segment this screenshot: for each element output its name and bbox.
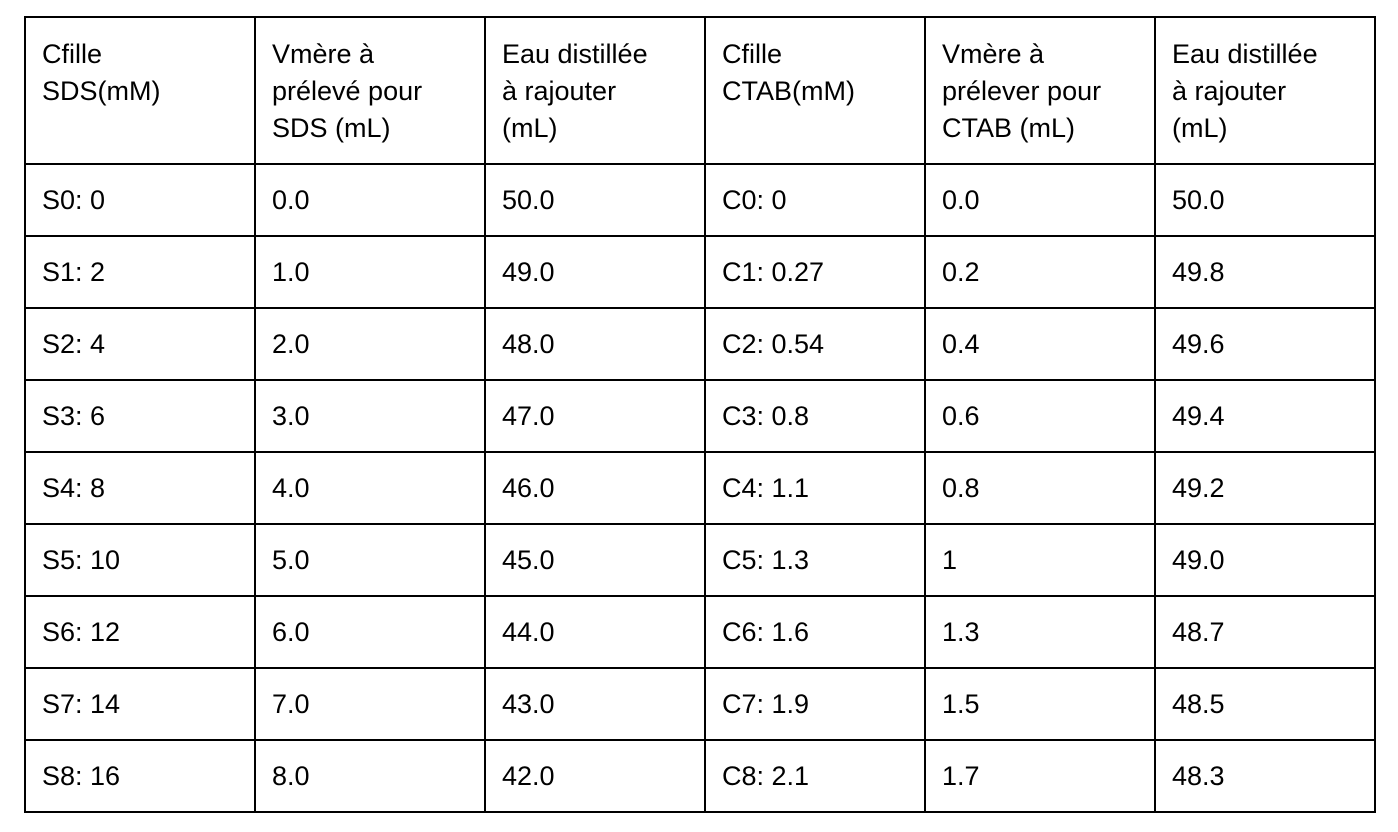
table-cell: 49.6 bbox=[1154, 307, 1376, 381]
header-cell: Vmère à prélevé pour SDS (mL) bbox=[254, 16, 486, 165]
header-line: CTAB(mM) bbox=[722, 76, 855, 106]
table-cell: S5: 10 bbox=[24, 523, 256, 597]
table-cell: 0.8 bbox=[924, 451, 1156, 525]
table-cell: 6.0 bbox=[254, 595, 486, 669]
header-line: (mL) bbox=[1172, 113, 1228, 143]
table-row: S8: 16 8.0 42.0 C8: 2.1 1.7 48.3 bbox=[24, 739, 1376, 813]
table-cell: 2.0 bbox=[254, 307, 486, 381]
table-cell: C3: 0.8 bbox=[704, 379, 926, 453]
table-cell: 0.6 bbox=[924, 379, 1156, 453]
header-line: Vmère à bbox=[942, 39, 1045, 69]
header-line: Vmère à bbox=[272, 39, 375, 69]
table-body: S0: 0 0.0 50.0 C0: 0 0.0 50.0 S1: 2 1.0 49.0 C1: … bbox=[24, 163, 1376, 813]
header-line: Cfille bbox=[42, 39, 103, 69]
header-row: Cfille SDS(mM) Vmère à prélevé pour SDS (mL)… bbox=[24, 16, 1376, 165]
header-line: Eau distillée bbox=[502, 39, 648, 69]
table-cell: 5.0 bbox=[254, 523, 486, 597]
header-line: SDS(mM) bbox=[42, 76, 161, 106]
table-cell: C4: 1.1 bbox=[704, 451, 926, 525]
header-line: prélever pour bbox=[942, 76, 1102, 106]
table-cell: 48.7 bbox=[1154, 595, 1376, 669]
table-cell: 49.8 bbox=[1154, 235, 1376, 309]
header-line: à rajouter bbox=[502, 76, 617, 106]
header-cell: Cfille SDS(mM) bbox=[24, 16, 256, 165]
table-cell: 45.0 bbox=[484, 523, 706, 597]
table-row: S5: 10 5.0 45.0 C5: 1.3 1 49.0 bbox=[24, 523, 1376, 597]
table-cell: C2: 0.54 bbox=[704, 307, 926, 381]
table-cell: 1 bbox=[924, 523, 1156, 597]
header-line: Eau distillée bbox=[1172, 39, 1318, 69]
table-cell: 49.4 bbox=[1154, 379, 1376, 453]
table-row: S0: 0 0.0 50.0 C0: 0 0.0 50.0 bbox=[24, 163, 1376, 237]
table-cell: 0.4 bbox=[924, 307, 1156, 381]
header-cell: Vmère à prélever pour CTAB (mL) bbox=[924, 16, 1156, 165]
table-cell: 44.0 bbox=[484, 595, 706, 669]
table-cell: 0.0 bbox=[924, 163, 1156, 237]
table-cell: 42.0 bbox=[484, 739, 706, 813]
header-line: à rajouter bbox=[1172, 76, 1287, 106]
table-cell: 1.0 bbox=[254, 235, 486, 309]
table-cell: 46.0 bbox=[484, 451, 706, 525]
table-cell: 49.0 bbox=[484, 235, 706, 309]
table-cell: 4.0 bbox=[254, 451, 486, 525]
table-cell: 0.2 bbox=[924, 235, 1156, 309]
table-cell: 8.0 bbox=[254, 739, 486, 813]
table-cell: 49.0 bbox=[1154, 523, 1376, 597]
table-cell: S6: 12 bbox=[24, 595, 256, 669]
table-cell: S1: 2 bbox=[24, 235, 256, 309]
data-table: Cfille SDS(mM) Vmère à prélevé pour SDS (mL)… bbox=[24, 16, 1376, 813]
table-cell: C7: 1.9 bbox=[704, 667, 926, 741]
table-cell: 47.0 bbox=[484, 379, 706, 453]
header-cell: Eau distillée à rajouter (mL) bbox=[484, 16, 706, 165]
table-cell: S7: 14 bbox=[24, 667, 256, 741]
header-line: Cfille bbox=[722, 39, 783, 69]
table-cell: 0.0 bbox=[254, 163, 486, 237]
table-row: S7: 14 7.0 43.0 C7: 1.9 1.5 48.5 bbox=[24, 667, 1376, 741]
table-cell: 48.0 bbox=[484, 307, 706, 381]
table-cell: 1.7 bbox=[924, 739, 1156, 813]
table-cell: 49.2 bbox=[1154, 451, 1376, 525]
header-cell: Cfille CTAB(mM) bbox=[704, 16, 926, 165]
table-cell: 48.5 bbox=[1154, 667, 1376, 741]
table-cell: S0: 0 bbox=[24, 163, 256, 237]
table-cell: C5: 1.3 bbox=[704, 523, 926, 597]
table-cell: C1: 0.27 bbox=[704, 235, 926, 309]
header-cell: Eau distillée à rajouter (mL) bbox=[1154, 16, 1376, 165]
table-cell: 50.0 bbox=[484, 163, 706, 237]
table-cell: 48.3 bbox=[1154, 739, 1376, 813]
table-cell: 1.3 bbox=[924, 595, 1156, 669]
table-cell: S8: 16 bbox=[24, 739, 256, 813]
table-row: S4: 8 4.0 46.0 C4: 1.1 0.8 49.2 bbox=[24, 451, 1376, 525]
table-row: S2: 4 2.0 48.0 C2: 0.54 0.4 49.6 bbox=[24, 307, 1376, 381]
header-line: (mL) bbox=[502, 113, 558, 143]
table-cell: 50.0 bbox=[1154, 163, 1376, 237]
header-line: prélevé pour bbox=[272, 76, 423, 106]
table-cell: 7.0 bbox=[254, 667, 486, 741]
table-cell: S3: 6 bbox=[24, 379, 256, 453]
table-row: S1: 2 1.0 49.0 C1: 0.27 0.2 49.8 bbox=[24, 235, 1376, 309]
table-cell: 1.5 bbox=[924, 667, 1156, 741]
table-cell: S4: 8 bbox=[24, 451, 256, 525]
header-line: SDS (mL) bbox=[272, 113, 391, 143]
table-cell: C6: 1.6 bbox=[704, 595, 926, 669]
table-cell: 43.0 bbox=[484, 667, 706, 741]
table-row: S6: 12 6.0 44.0 C6: 1.6 1.3 48.7 bbox=[24, 595, 1376, 669]
table-cell: 3.0 bbox=[254, 379, 486, 453]
table-row: S3: 6 3.0 47.0 C3: 0.8 0.6 49.4 bbox=[24, 379, 1376, 453]
table-cell: S2: 4 bbox=[24, 307, 256, 381]
header-line: CTAB (mL) bbox=[942, 113, 1075, 143]
table-cell: C0: 0 bbox=[704, 163, 926, 237]
table-cell: C8: 2.1 bbox=[704, 739, 926, 813]
